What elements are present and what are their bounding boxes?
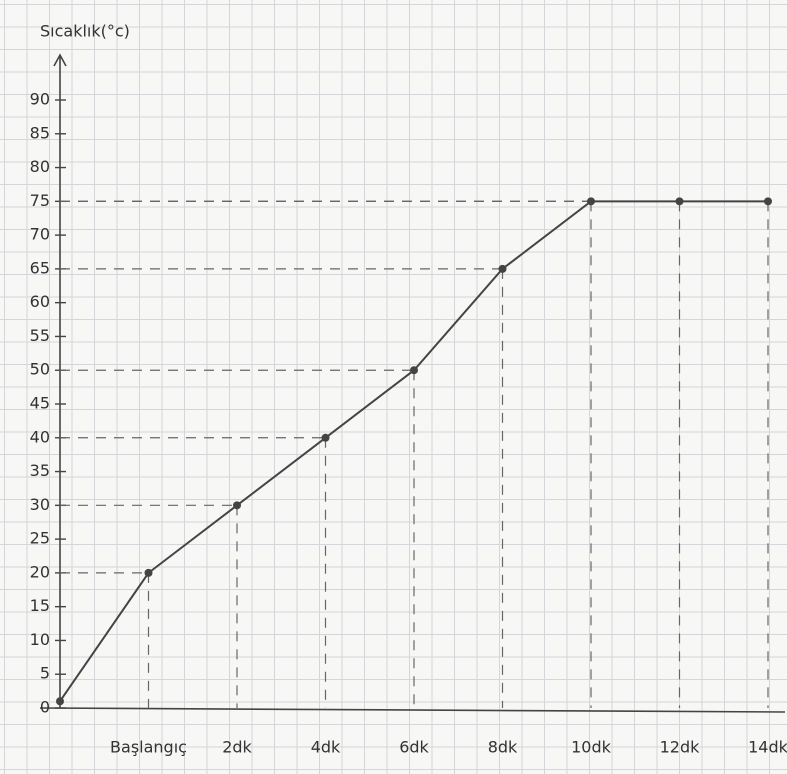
x-tick-label: Başlangıç bbox=[110, 738, 187, 757]
data-point bbox=[56, 697, 64, 706]
y-tick-label: 5 bbox=[40, 664, 50, 683]
y-tick-label: 55 bbox=[30, 326, 50, 345]
y-tick-label: 85 bbox=[30, 123, 50, 142]
data-point bbox=[410, 366, 418, 375]
x-tick-label: 10dk bbox=[571, 738, 612, 757]
x-tick-label: 12dk bbox=[660, 738, 701, 757]
x-axis bbox=[39, 707, 786, 713]
y-tick-label: 60 bbox=[30, 292, 50, 311]
y-tick-label: 40 bbox=[30, 427, 50, 446]
y-tick-label: 70 bbox=[30, 225, 50, 244]
x-tick-label: 6dk bbox=[399, 738, 429, 757]
x-tick-label: 8dk bbox=[488, 738, 518, 757]
guide-line bbox=[60, 200, 769, 708]
data-point bbox=[144, 568, 153, 577]
guide-line bbox=[60, 200, 592, 708]
x-tick-label: 4dk bbox=[311, 738, 341, 757]
data-point bbox=[587, 197, 595, 206]
data-point bbox=[675, 197, 684, 206]
y-tick-label: 80 bbox=[30, 157, 50, 176]
y-axis-arrow bbox=[53, 53, 67, 67]
y-tick-label: 45 bbox=[30, 394, 50, 413]
y-tick-label: 20 bbox=[30, 562, 50, 581]
y-tick-label: 65 bbox=[30, 258, 50, 277]
data-point bbox=[321, 433, 330, 442]
y-tick-label: 75 bbox=[30, 191, 50, 210]
guide-line bbox=[60, 369, 415, 708]
guide-line bbox=[60, 572, 150, 708]
x-tick-label: 2dk bbox=[222, 738, 252, 757]
x-tick-label: 14dk bbox=[748, 738, 787, 757]
y-tick-label: 10 bbox=[30, 630, 50, 649]
y-tick-label: 25 bbox=[30, 529, 50, 548]
y-tick-label: 0 bbox=[40, 698, 50, 717]
guide-line bbox=[60, 437, 327, 708]
y-axis-label: Sıcaklık(°c) bbox=[40, 22, 130, 41]
guide-line bbox=[60, 268, 504, 708]
guide-line bbox=[60, 200, 681, 708]
data-point bbox=[498, 264, 507, 273]
y-tick-label: 90 bbox=[30, 90, 50, 109]
y-tick-label: 35 bbox=[30, 461, 50, 480]
y-tick-label: 50 bbox=[30, 360, 50, 379]
data-point bbox=[764, 197, 772, 206]
data-point bbox=[233, 501, 241, 510]
y-tick-label: 15 bbox=[30, 596, 50, 615]
y-tick-label: 30 bbox=[30, 495, 50, 514]
guide-line bbox=[60, 504, 238, 708]
